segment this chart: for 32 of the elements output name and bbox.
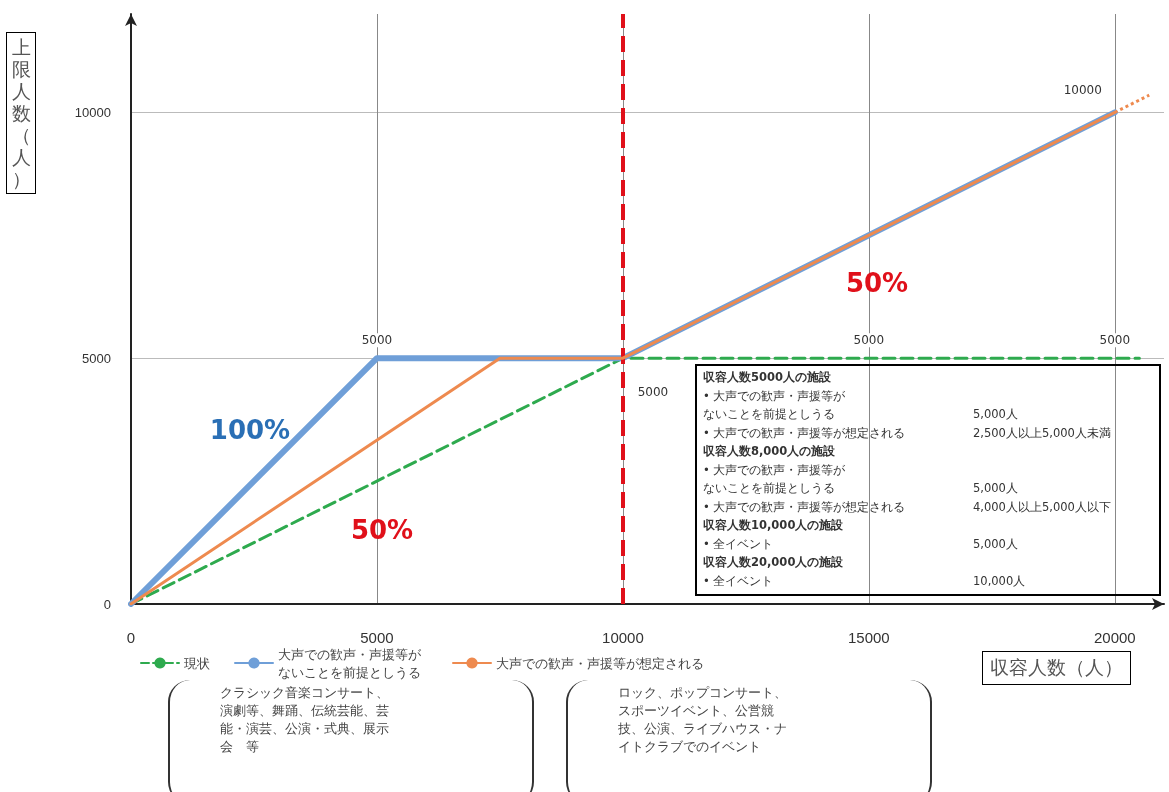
x-tick-label: 15000 xyxy=(848,629,890,646)
text: • 大声での歓声・声援等が想定される 2,500人以上5,000人未満 xyxy=(703,425,1111,440)
annotation: 5000 xyxy=(637,385,669,400)
y-tick-label: 10000 xyxy=(74,104,111,120)
text: ロック、ポップコンサート、スポーツイベント、公営競技、公演、ライブハウス・ナイトクラブでのイベント xyxy=(618,684,788,756)
annotation: 5000 xyxy=(361,333,393,348)
legend-label: 大声での歓声・声援等がないことを前提としうる xyxy=(278,646,422,680)
annotation: 収容人数20,000人の施設 xyxy=(703,554,845,571)
x-tick-label: 5000 xyxy=(360,629,394,646)
x-tick-label: 20000 xyxy=(1093,629,1136,646)
text: • 大声での歓声・声援等が想定される 4,000人以上5,000人以下 xyxy=(703,499,1111,514)
annotation: 収容人数5000人の施設 xyxy=(703,369,832,386)
annotation: 100% xyxy=(209,415,291,445)
annotation: 収容人数10,000人の施設 xyxy=(703,517,845,534)
annotation: 50% xyxy=(350,515,414,545)
text: • 全イベント 10,000人 xyxy=(703,573,1026,588)
text: • 大声での歓声・声援等がないことを前提としうる 5,000人 xyxy=(703,388,1018,421)
text: • 大声での歓声・声援等がないことを前提としうる 5,000人 xyxy=(703,462,1018,495)
text: • 全イベント 5,000人 xyxy=(703,536,1018,551)
legend-label: 現状 xyxy=(184,655,210,671)
annotation: 10000 xyxy=(1063,83,1102,98)
y-tick-label: 5000 xyxy=(82,350,111,366)
annotation: 50% xyxy=(845,268,909,298)
legend-label: 大声での歓声・声援等が想定される xyxy=(496,655,704,671)
x-tick-label: 10000 xyxy=(602,629,644,646)
x-tick-label: 0 xyxy=(126,629,136,646)
y-tick-label: 0 xyxy=(103,596,111,612)
annotation: 5000 xyxy=(853,333,885,348)
text: クラシック音楽コンサート、演劇等、舞踊、伝統芸能、芸能・演芸、公演・式典、展示会 等 xyxy=(220,684,390,756)
x-axis-title: 収容人数（人） xyxy=(990,655,1123,680)
annotation: 5000 xyxy=(1099,333,1131,348)
annotation: 収容人数8,000人の施設 xyxy=(703,443,837,460)
